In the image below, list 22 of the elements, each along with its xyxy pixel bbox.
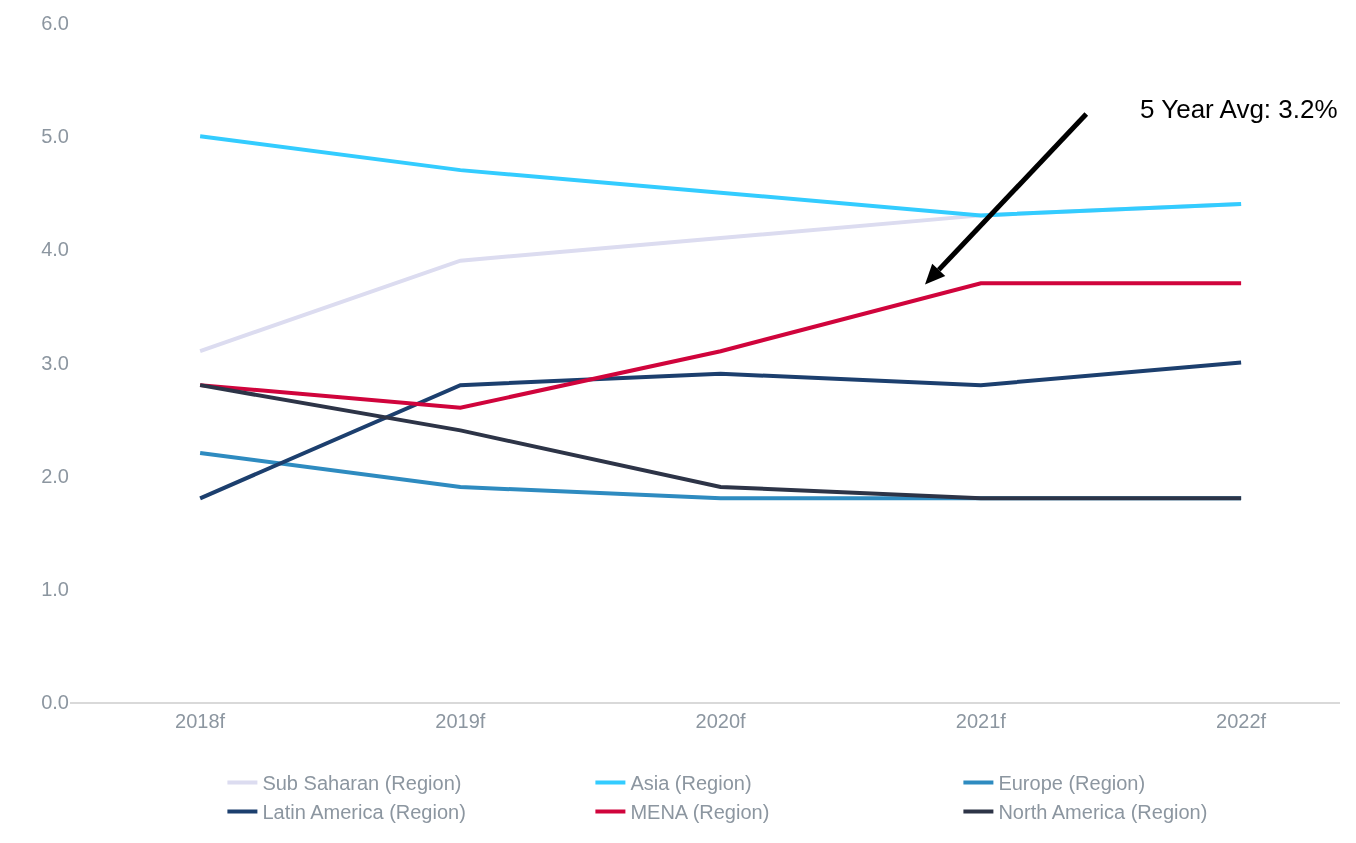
line-series	[198, 360, 1244, 501]
legend-label: Sub Saharan (Region)	[262, 772, 462, 795]
x-tick-label: 2019f	[435, 709, 486, 732]
y-tick-label: 4.0	[41, 238, 69, 261]
x-tick-label: 2021f	[955, 709, 1007, 732]
annotation: 5 Year Avg: 3.2%	[1140, 94, 1338, 124]
y-tick-label: 0.0	[41, 691, 69, 713]
x-tick-label: 2022f	[1216, 709, 1267, 732]
y-tick-label: 2.0	[41, 464, 69, 487]
y-tick-label: 1.0	[41, 577, 69, 600]
legend-label: Latin America (Region)	[262, 801, 466, 824]
legend-label: Asia (Region)	[630, 772, 752, 795]
y-tick-label: 6.0	[41, 12, 69, 34]
line-series	[198, 134, 1244, 218]
line-series	[198, 383, 1244, 501]
y-tick-label: 5.0	[41, 125, 69, 148]
legend-label: MENA (Region)	[630, 801, 770, 824]
legend-label: Europe (Region)	[998, 772, 1146, 795]
x-tick-label: 2018f	[175, 709, 226, 732]
y-tick-label: 3.0	[41, 351, 69, 374]
x-tick-label: 2020f	[695, 709, 747, 732]
legend-label: North America (Region)	[998, 801, 1208, 824]
